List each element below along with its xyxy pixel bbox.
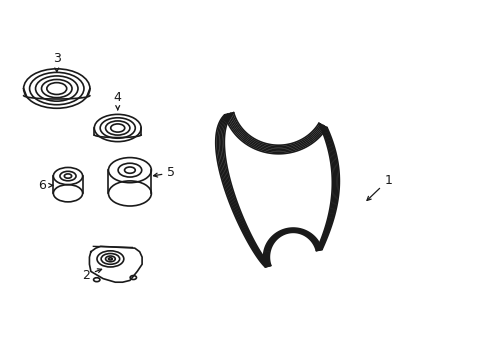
Text: 6: 6 (38, 179, 53, 192)
Text: 1: 1 (366, 174, 391, 201)
Text: 2: 2 (82, 269, 102, 282)
Text: 4: 4 (114, 91, 122, 110)
Text: 5: 5 (153, 166, 175, 179)
Text: 3: 3 (53, 51, 61, 72)
